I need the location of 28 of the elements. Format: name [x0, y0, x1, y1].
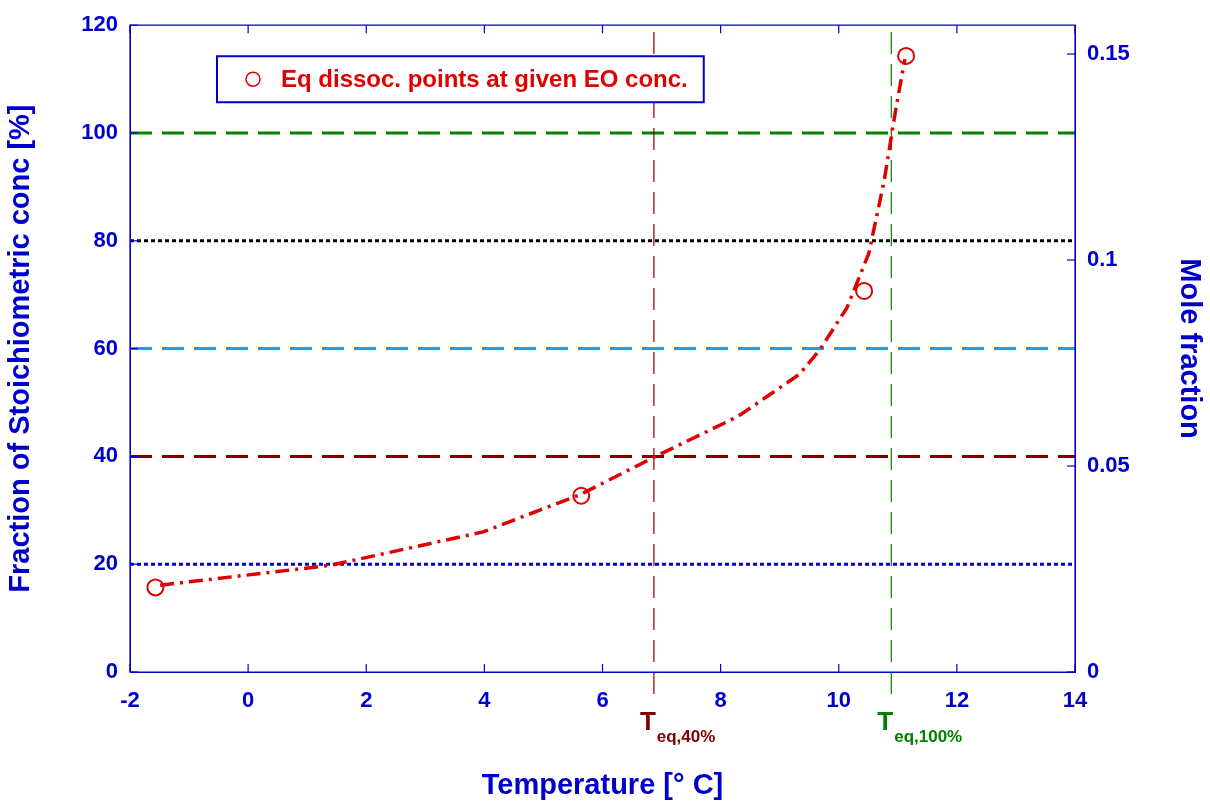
y-tick-label: 0: [105, 658, 118, 684]
x-tick-label: 12: [944, 687, 970, 713]
x-tick-label: 0: [242, 687, 255, 713]
point: [146, 578, 165, 597]
x-tick-label: 14: [1062, 687, 1088, 713]
y-tick-label: 60: [93, 334, 118, 360]
point: [855, 281, 874, 300]
y2-axis-title: Mole fraction: [1174, 258, 1207, 439]
x-tick-label: -2: [120, 687, 140, 713]
y-axis-title: Fraction of Stoichiometric conc [%]: [3, 104, 36, 593]
y2-tick-label: 0.1: [1087, 246, 1118, 272]
y-tick-label: 120: [81, 11, 118, 37]
y-tick-label: 80: [93, 226, 118, 252]
y-tick-label: 40: [93, 442, 118, 468]
point: [572, 486, 591, 505]
x-axis-title: Temperature [° C]: [481, 767, 724, 800]
x-tick-label: 10: [826, 687, 851, 713]
x-tick-label: 2: [360, 687, 373, 713]
x-tick-label: 8: [714, 687, 727, 713]
x-tick-label: 4: [478, 687, 492, 713]
y2-tick-label: 0.15: [1087, 40, 1130, 66]
x-tick-label: 6: [596, 687, 609, 713]
y-tick-label: 100: [81, 119, 118, 145]
y2-tick-label: 0: [1087, 658, 1100, 684]
point: [897, 46, 916, 65]
legend-label: Eq dissoc. points at given EO conc.: [281, 64, 688, 92]
y2-tick-label: 0.05: [1087, 452, 1130, 478]
y-tick-label: 20: [93, 550, 118, 576]
